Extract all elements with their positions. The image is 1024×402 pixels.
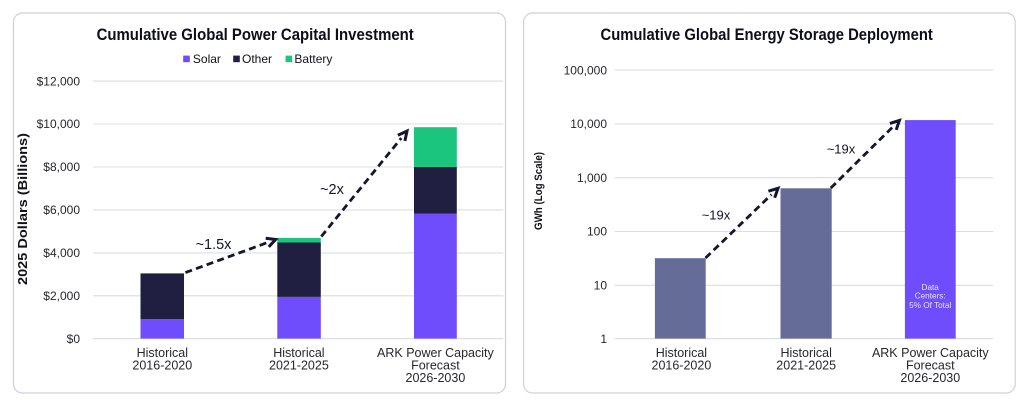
- svg-text:Data: Data: [922, 283, 940, 292]
- svg-text:2026-2030: 2026-2030: [900, 371, 960, 385]
- svg-text:1: 1: [600, 332, 607, 346]
- svg-text:Historical: Historical: [137, 346, 188, 360]
- svg-text:2021-2025: 2021-2025: [269, 359, 329, 373]
- svg-text:Battery: Battery: [294, 52, 332, 66]
- svg-text:Solar: Solar: [193, 52, 221, 66]
- svg-text:$6,000: $6,000: [43, 203, 80, 217]
- svg-text:Cumulative Global Power Capita: Cumulative Global Power Capital Investme…: [97, 25, 414, 44]
- svg-text:Cumulative Global Energy Stora: Cumulative Global Energy Storage Deploym…: [601, 25, 934, 44]
- svg-text:2016-2020: 2016-2020: [652, 359, 712, 373]
- svg-text:10: 10: [594, 279, 608, 293]
- svg-text:~19x: ~19x: [827, 141, 856, 156]
- svg-text:10,000: 10,000: [570, 117, 607, 131]
- svg-text:Historical: Historical: [273, 346, 324, 360]
- svg-text:$10,000: $10,000: [37, 117, 81, 131]
- svg-text:2026-2030: 2026-2030: [406, 371, 466, 385]
- svg-text:2025 Dollars (Billions): 2025 Dollars (Billions): [16, 133, 30, 285]
- svg-text:Forecast: Forecast: [906, 359, 955, 373]
- svg-text:Other: Other: [242, 52, 272, 66]
- svg-text:ARK Power Capacity: ARK Power Capacity: [377, 346, 494, 360]
- svg-text:2021-2025: 2021-2025: [776, 359, 836, 373]
- svg-text:100,000: 100,000: [564, 63, 608, 77]
- svg-text:Historical: Historical: [656, 346, 707, 360]
- svg-text:GWh (Log Scale): GWh (Log Scale): [533, 152, 545, 230]
- svg-text:$12,000: $12,000: [37, 74, 81, 88]
- svg-text:100: 100: [587, 225, 607, 239]
- svg-text:1,000: 1,000: [577, 171, 607, 185]
- svg-text:$4,000: $4,000: [43, 246, 80, 260]
- svg-text:~2x: ~2x: [320, 182, 345, 198]
- svg-text:Centers:: Centers:: [915, 292, 946, 301]
- svg-text:$8,000: $8,000: [43, 160, 80, 174]
- svg-text:$0: $0: [67, 332, 81, 346]
- svg-text:5% Of Total: 5% Of Total: [909, 301, 951, 310]
- svg-text:Forecast: Forecast: [411, 359, 460, 373]
- svg-text:Historical: Historical: [780, 346, 831, 360]
- svg-text:~1.5x: ~1.5x: [196, 237, 233, 253]
- svg-text:~19x: ~19x: [702, 208, 731, 223]
- svg-text:ARK Power Capacity: ARK Power Capacity: [872, 346, 989, 360]
- svg-text:2016-2020: 2016-2020: [132, 359, 192, 373]
- svg-text:$2,000: $2,000: [43, 289, 80, 303]
